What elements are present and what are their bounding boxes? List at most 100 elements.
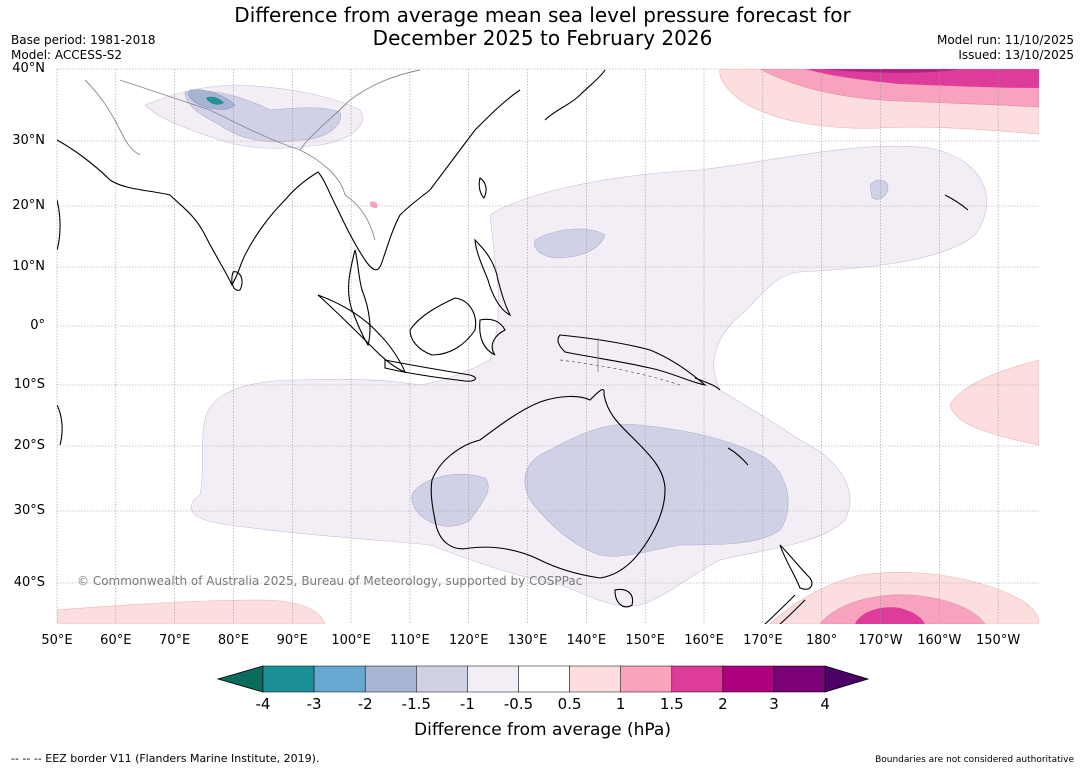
latitude-label: 10°N xyxy=(12,259,45,274)
coastline-solomon-islands xyxy=(694,377,721,391)
longitude-label: 50°E xyxy=(41,633,73,648)
coastline-indochina xyxy=(337,89,521,271)
longitude-label: 170°W xyxy=(858,633,903,648)
base-period: Base period: 1981-2018 xyxy=(11,33,156,47)
anomaly-region-neg-mid-dot xyxy=(869,179,889,200)
latitude-label: 20°S xyxy=(13,438,45,453)
border-indochina xyxy=(344,194,376,241)
coastline-philippines xyxy=(474,238,512,317)
coastline-japan xyxy=(544,69,606,121)
colorbar-swatch xyxy=(364,665,417,693)
anomaly-shading xyxy=(57,69,1039,624)
map-title: Difference from average mean sea level p… xyxy=(0,4,1085,50)
coastline-new-caledonia xyxy=(727,447,749,466)
country-borders xyxy=(84,69,599,372)
coastline-new-zealand-south xyxy=(764,594,806,624)
border-himalaya xyxy=(119,79,346,196)
title-line-2: December 2025 to February 2026 xyxy=(372,26,713,50)
meta-right: Model run: 11/10/2025 Issued: 13/10/2025 xyxy=(937,33,1074,63)
coastline-australia xyxy=(430,389,666,579)
colorbar-swatch xyxy=(671,665,724,693)
longitude-label: 180° xyxy=(805,633,838,648)
eez-legend-note: -- -- -- EEZ border V11 (Flanders Marine… xyxy=(11,752,320,765)
colorbar-tick-label: 3 xyxy=(769,695,779,713)
longitude-label: 90°E xyxy=(276,633,308,648)
coastline-tasmania xyxy=(614,588,634,608)
title-line-1: Difference from average mean sea level p… xyxy=(234,3,851,27)
longitude-label: 130°E xyxy=(507,633,548,648)
coastline-borneo xyxy=(409,297,477,356)
issued-date: Issued: 13/10/2025 xyxy=(958,48,1074,62)
anomaly-region-pos-strong-north xyxy=(805,69,1039,88)
colorbar-swatch xyxy=(569,665,621,693)
coastline-java xyxy=(384,359,476,382)
coastline-new-guinea xyxy=(557,334,707,386)
latitude-label: 20°N xyxy=(12,198,45,213)
colorbar-tick-label: -3 xyxy=(306,695,322,713)
colorbar-tick-label: -0.5 xyxy=(503,695,534,713)
colorbar-low-extend xyxy=(216,665,264,693)
longitude-label: 140°E xyxy=(566,633,607,648)
coastline-malay-peninsula xyxy=(348,249,371,347)
longitude-label: 160°E xyxy=(684,633,724,648)
coastline-sri-lanka xyxy=(231,271,243,291)
coastline-arabia xyxy=(57,199,61,251)
longitude-label: 120°E xyxy=(448,633,489,648)
longitude-label: 100°E xyxy=(331,633,371,648)
coastline-hawaii xyxy=(944,194,969,211)
colorbar-tick-label: 1 xyxy=(615,695,626,713)
latitude-label: 0° xyxy=(30,318,45,333)
colorbar-tick-label: 0.5 xyxy=(557,695,582,713)
colorbar-tick-label: 2 xyxy=(718,695,728,713)
colorbar-swatch xyxy=(262,665,315,693)
anomaly-region-neg-very-strong xyxy=(206,96,224,105)
colorbar-swatches xyxy=(216,665,870,693)
longitude-label: 170°E xyxy=(743,633,783,648)
latitude-label: 10°S xyxy=(13,377,45,392)
anomaly-region-neg-mid-pacific xyxy=(534,228,606,259)
eez-border xyxy=(559,359,681,386)
longitude-label: 70°E xyxy=(158,633,191,648)
latitude-label: 30°N xyxy=(12,133,45,148)
colorbar-swatch xyxy=(620,665,673,693)
latitude-label: 40°N xyxy=(12,61,45,76)
boundaries-disclaimer: Boundaries are not considered authoritat… xyxy=(875,755,1074,765)
border-pakistan xyxy=(84,79,141,156)
colorbar-tick-label: -1.5 xyxy=(401,695,431,713)
latitude-label: 30°S xyxy=(13,503,45,518)
border-china xyxy=(299,69,421,151)
colorbar-tick-label: -1 xyxy=(459,695,475,713)
anomaly-region-pos-strong-south xyxy=(855,607,925,624)
colorbar-swatch xyxy=(416,665,468,693)
colorbar-tick-label: 1.5 xyxy=(659,695,684,713)
longitude-label: 110°E xyxy=(390,633,430,648)
model-run: Model run: 11/10/2025 xyxy=(936,33,1074,47)
colorbar-swatch xyxy=(773,665,826,693)
colorbar-swatch xyxy=(313,665,366,693)
colorbar-swatch xyxy=(722,665,775,693)
longitude-label: 60°E xyxy=(100,633,132,648)
colorbar-tick-label: -2 xyxy=(357,695,373,713)
colorbar-tick-label: -4 xyxy=(255,695,271,713)
coastline-india xyxy=(57,139,339,287)
graticule xyxy=(56,68,1039,624)
longitude-label: 150°E xyxy=(625,633,665,648)
anomaly-region-pos-southwest xyxy=(57,599,326,624)
longitude-label: 80°E xyxy=(217,633,250,648)
colorbar-label: Difference from average (hPa) xyxy=(414,720,671,740)
anomaly-region-pos-tiny xyxy=(369,201,378,209)
coastlines xyxy=(57,69,969,624)
longitude-label: 150°W xyxy=(976,633,1021,648)
colorbar-high-extend xyxy=(824,665,870,693)
colorbar-swatch xyxy=(467,665,519,693)
anomaly-region-neg-mid-australia xyxy=(524,423,789,557)
coastline-madagascar xyxy=(57,404,63,446)
model-name: Model: ACCESS-S2 xyxy=(11,48,123,62)
colorbar-swatch xyxy=(518,665,570,693)
colorbar-tick-label: 4 xyxy=(820,695,830,713)
meta-left: Base period: 1981-2018 Model: ACCESS-S2 xyxy=(11,33,156,63)
eez-borders xyxy=(559,359,681,386)
anomaly-region-pos-east xyxy=(949,359,1039,446)
